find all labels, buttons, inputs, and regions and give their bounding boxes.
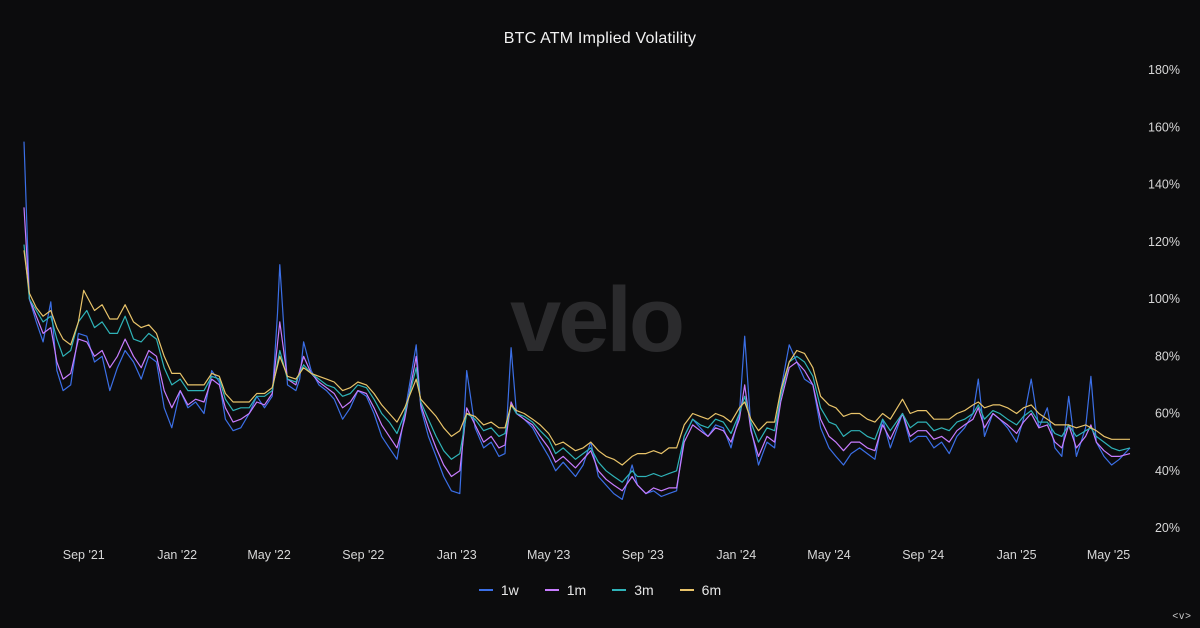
- x-tick-label: Sep '23: [622, 548, 664, 562]
- legend-swatch-3m: [612, 589, 627, 591]
- expand-code-icon[interactable]: <v>: [1172, 611, 1192, 622]
- x-tick-label: May '23: [527, 548, 570, 562]
- legend-label-6m: 6m: [701, 582, 722, 598]
- x-tick-label: Jan '23: [437, 548, 477, 562]
- y-tick-label: 80%: [1155, 349, 1180, 363]
- legend-swatch-1m: [544, 589, 559, 591]
- series-line-1m: [23, 207, 1131, 495]
- legend-item-3m[interactable]: 3m: [612, 582, 654, 598]
- legend-label-1w: 1w: [500, 582, 519, 598]
- y-tick-label: 20%: [1155, 521, 1180, 535]
- x-tick-label: Sep '21: [63, 548, 105, 562]
- x-tick-label: Sep '24: [902, 548, 944, 562]
- chart-title: BTC ATM Implied Volatility: [503, 30, 697, 47]
- x-tick-label: May '25: [1087, 548, 1130, 562]
- legend-swatch-1w: [478, 589, 493, 591]
- x-tick-label: Jan '25: [997, 548, 1037, 562]
- legend-item-1m[interactable]: 1m: [544, 582, 587, 598]
- y-tick-label: 160%: [1148, 120, 1180, 134]
- x-tick-label: Sep '22: [342, 548, 384, 562]
- legend-swatch-6m: [679, 589, 694, 591]
- x-tick-label: May '22: [247, 548, 290, 562]
- legend-item-6m[interactable]: 6m: [679, 582, 722, 598]
- series-line-3m: [23, 244, 1131, 483]
- series-line-6m: [23, 250, 1130, 466]
- y-tick-label: 60%: [1155, 407, 1180, 421]
- y-tick-label: 100%: [1148, 292, 1180, 306]
- legend: 1w 1m 3m 6m: [0, 582, 1200, 598]
- x-tick-label: Jan '24: [716, 548, 756, 562]
- legend-label-3m: 3m: [634, 582, 654, 598]
- legend-item-1w[interactable]: 1w: [478, 582, 519, 598]
- y-tick-label: 120%: [1148, 235, 1180, 249]
- x-tick-label: May '24: [807, 548, 850, 562]
- y-tick-label: 140%: [1148, 178, 1180, 192]
- y-tick-label: 180%: [1148, 63, 1180, 77]
- x-tick-label: Jan '22: [157, 548, 197, 562]
- legend-label-1m: 1m: [566, 582, 587, 598]
- y-tick-label: 40%: [1155, 464, 1180, 478]
- series-line-1w: [23, 141, 1131, 500]
